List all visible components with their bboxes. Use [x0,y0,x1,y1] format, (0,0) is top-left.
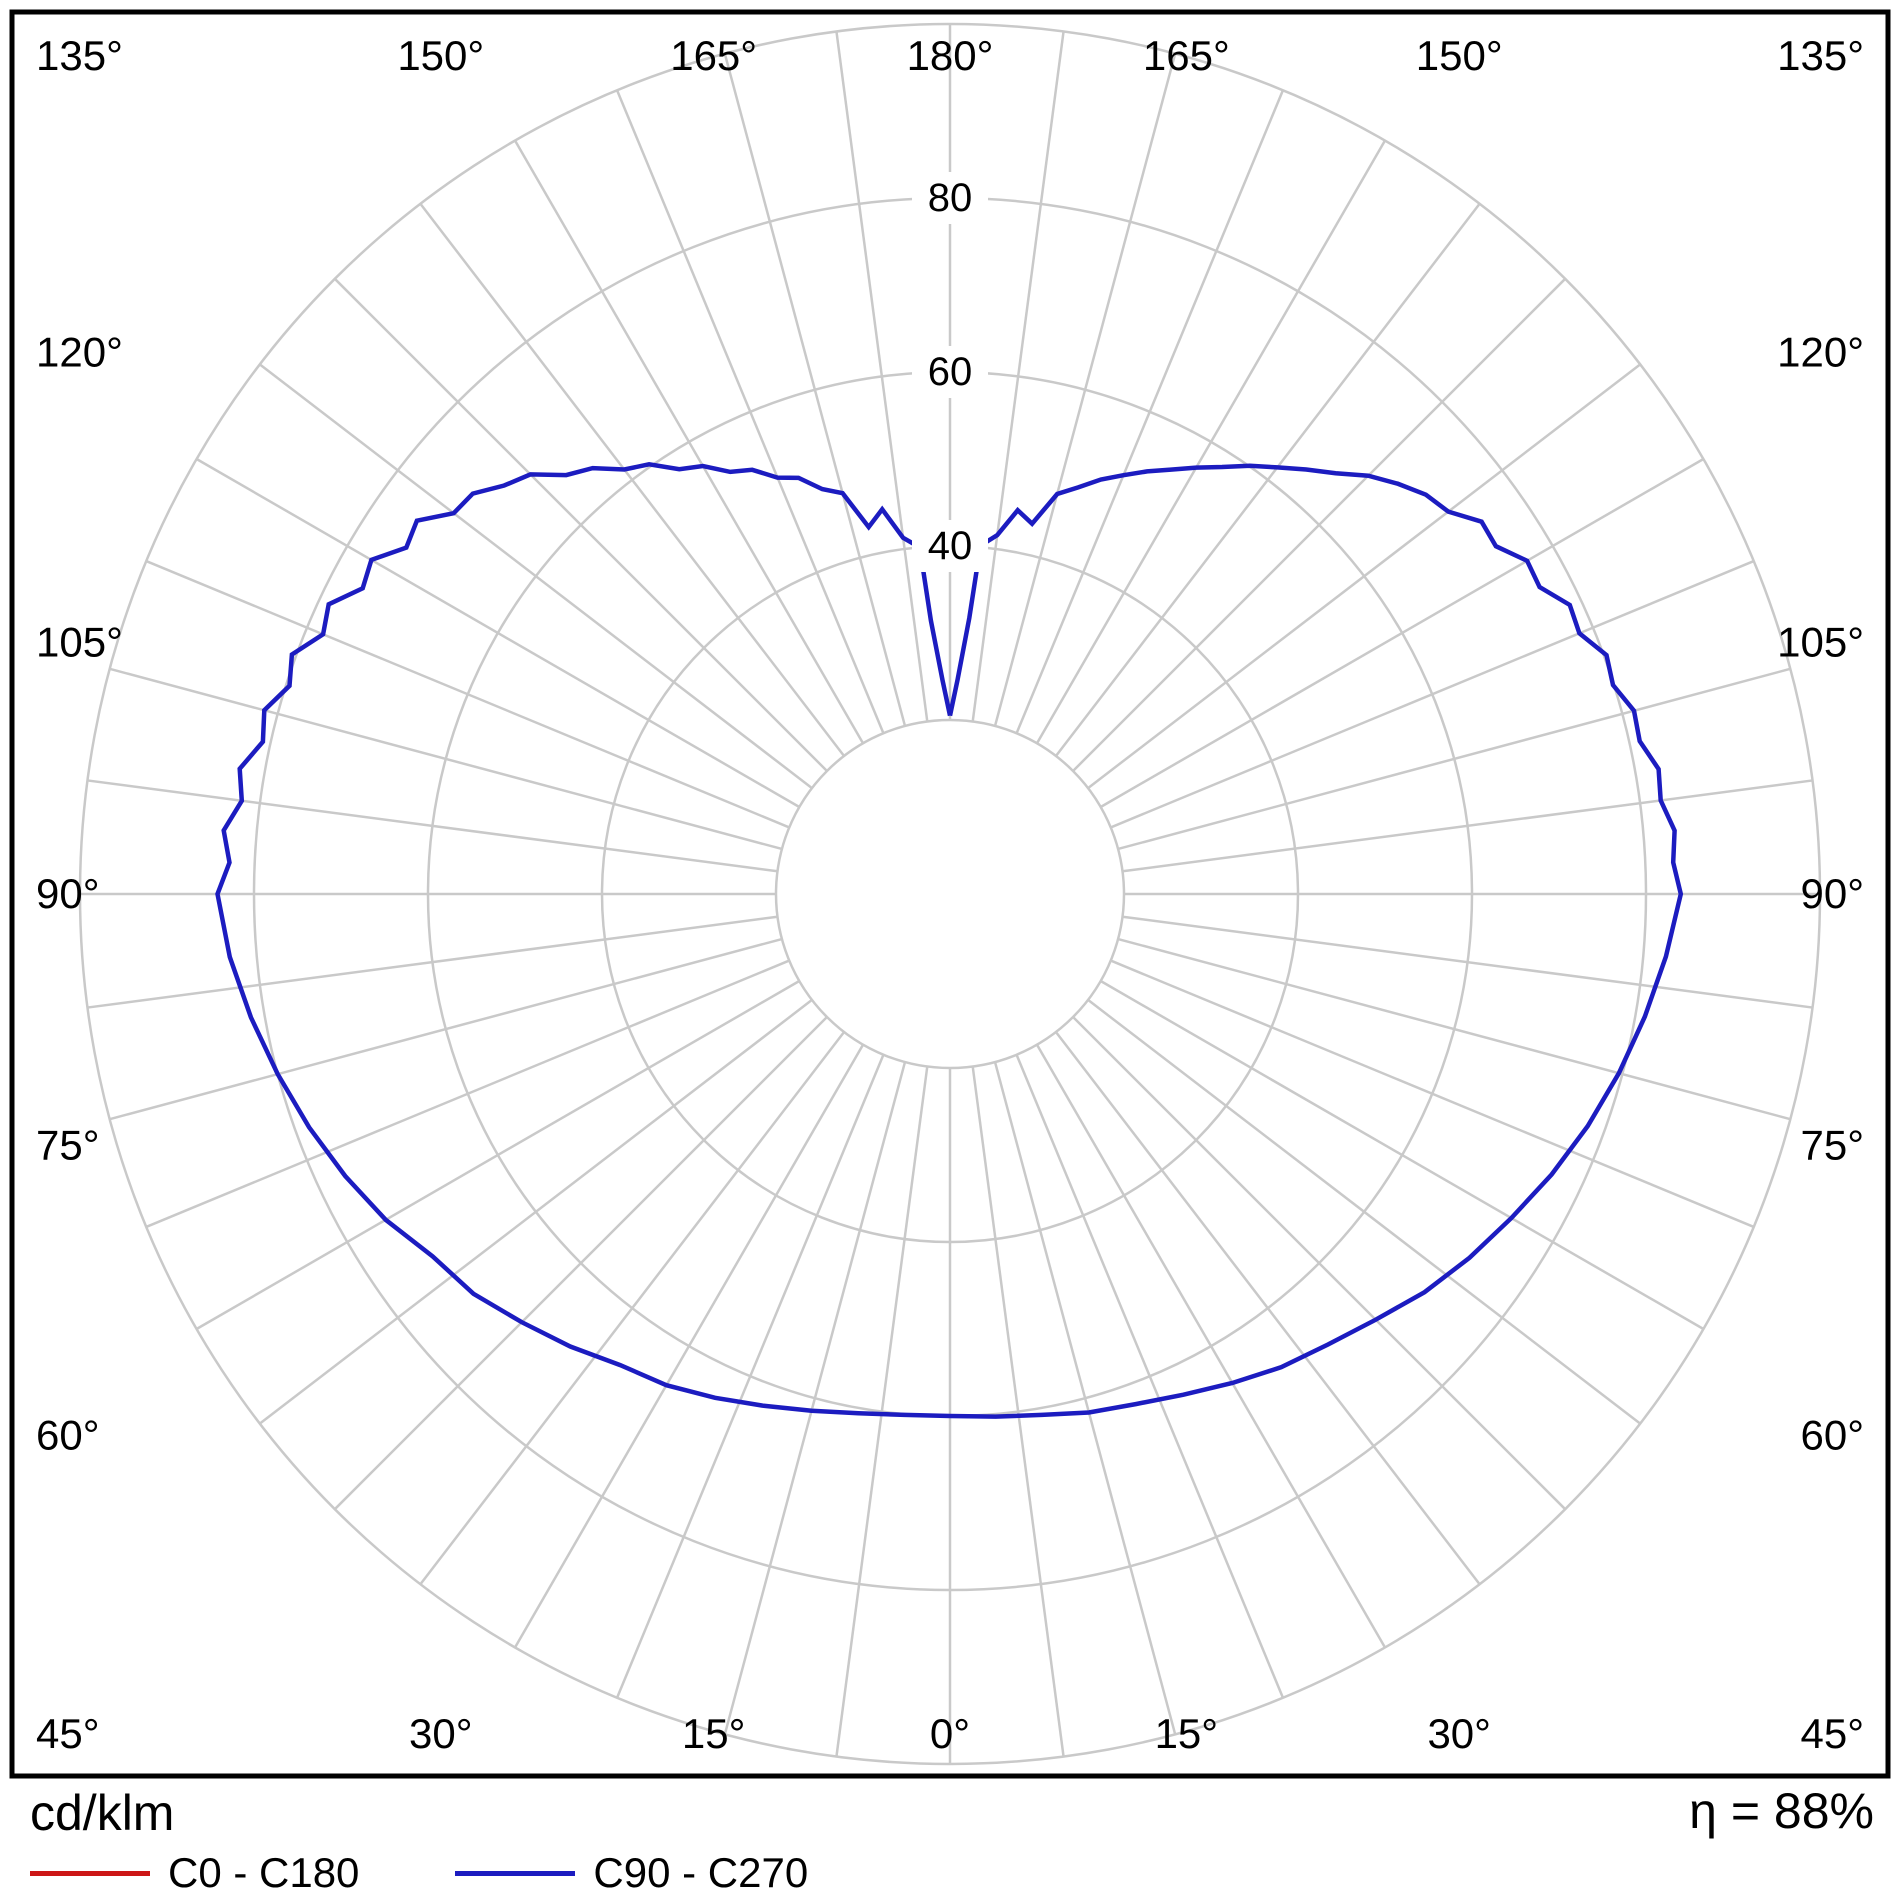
legend-label-c0-c180: C0 - C180 [168,1849,360,1896]
svg-text:0°: 0° [930,1710,970,1757]
svg-text:90°: 90° [1800,870,1864,917]
svg-text:30°: 30° [409,1710,473,1757]
units-label: cd/klm [30,1785,175,1841]
legend-line-red [30,1870,150,1876]
svg-text:135°: 135° [1777,32,1864,79]
svg-text:60°: 60° [1800,1412,1864,1459]
legend-item-c90-c270: C90 - C270 [455,1852,808,1894]
svg-text:180°: 180° [907,32,994,79]
svg-text:150°: 150° [397,32,484,79]
svg-text:105°: 105° [36,619,123,666]
svg-text:120°: 120° [36,328,123,375]
svg-text:105°: 105° [1777,619,1864,666]
svg-text:75°: 75° [36,1121,100,1168]
svg-text:80: 80 [928,176,973,220]
svg-text:30°: 30° [1427,1710,1491,1757]
svg-text:40: 40 [928,524,973,568]
svg-text:120°: 120° [1777,328,1864,375]
radial-tick-labels: 40 60 80 [912,172,988,572]
polar-grid [78,22,1822,1766]
efficiency-label: η = 88% [1689,1783,1874,1839]
svg-text:90°: 90° [36,870,100,917]
svg-text:45°: 45° [36,1710,100,1757]
svg-text:150°: 150° [1416,32,1503,79]
legend: C0 - C180 C90 - C270 [30,1852,808,1894]
intensity-curves [215,462,1684,1419]
svg-text:60°: 60° [36,1412,100,1459]
svg-text:165°: 165° [1143,32,1230,79]
legend-label-c90-c270: C90 - C270 [593,1849,809,1896]
legend-line-blue [455,1870,576,1876]
svg-text:60: 60 [928,350,973,394]
svg-text:165°: 165° [670,32,757,79]
chart-frame [9,9,1891,1779]
svg-text:75°: 75° [1800,1121,1864,1168]
legend-item-c0-c180: C0 - C180 [30,1852,359,1894]
svg-text:15°: 15° [1155,1710,1219,1757]
svg-text:45°: 45° [1800,1710,1864,1757]
svg-text:15°: 15° [682,1710,746,1757]
angle-tick-labels: 0° 15° 15° 30° 30° 45° 45° 60° 60° 75° 75° 90° 90° 10… [36,32,1864,1757]
svg-text:135°: 135° [36,32,123,79]
